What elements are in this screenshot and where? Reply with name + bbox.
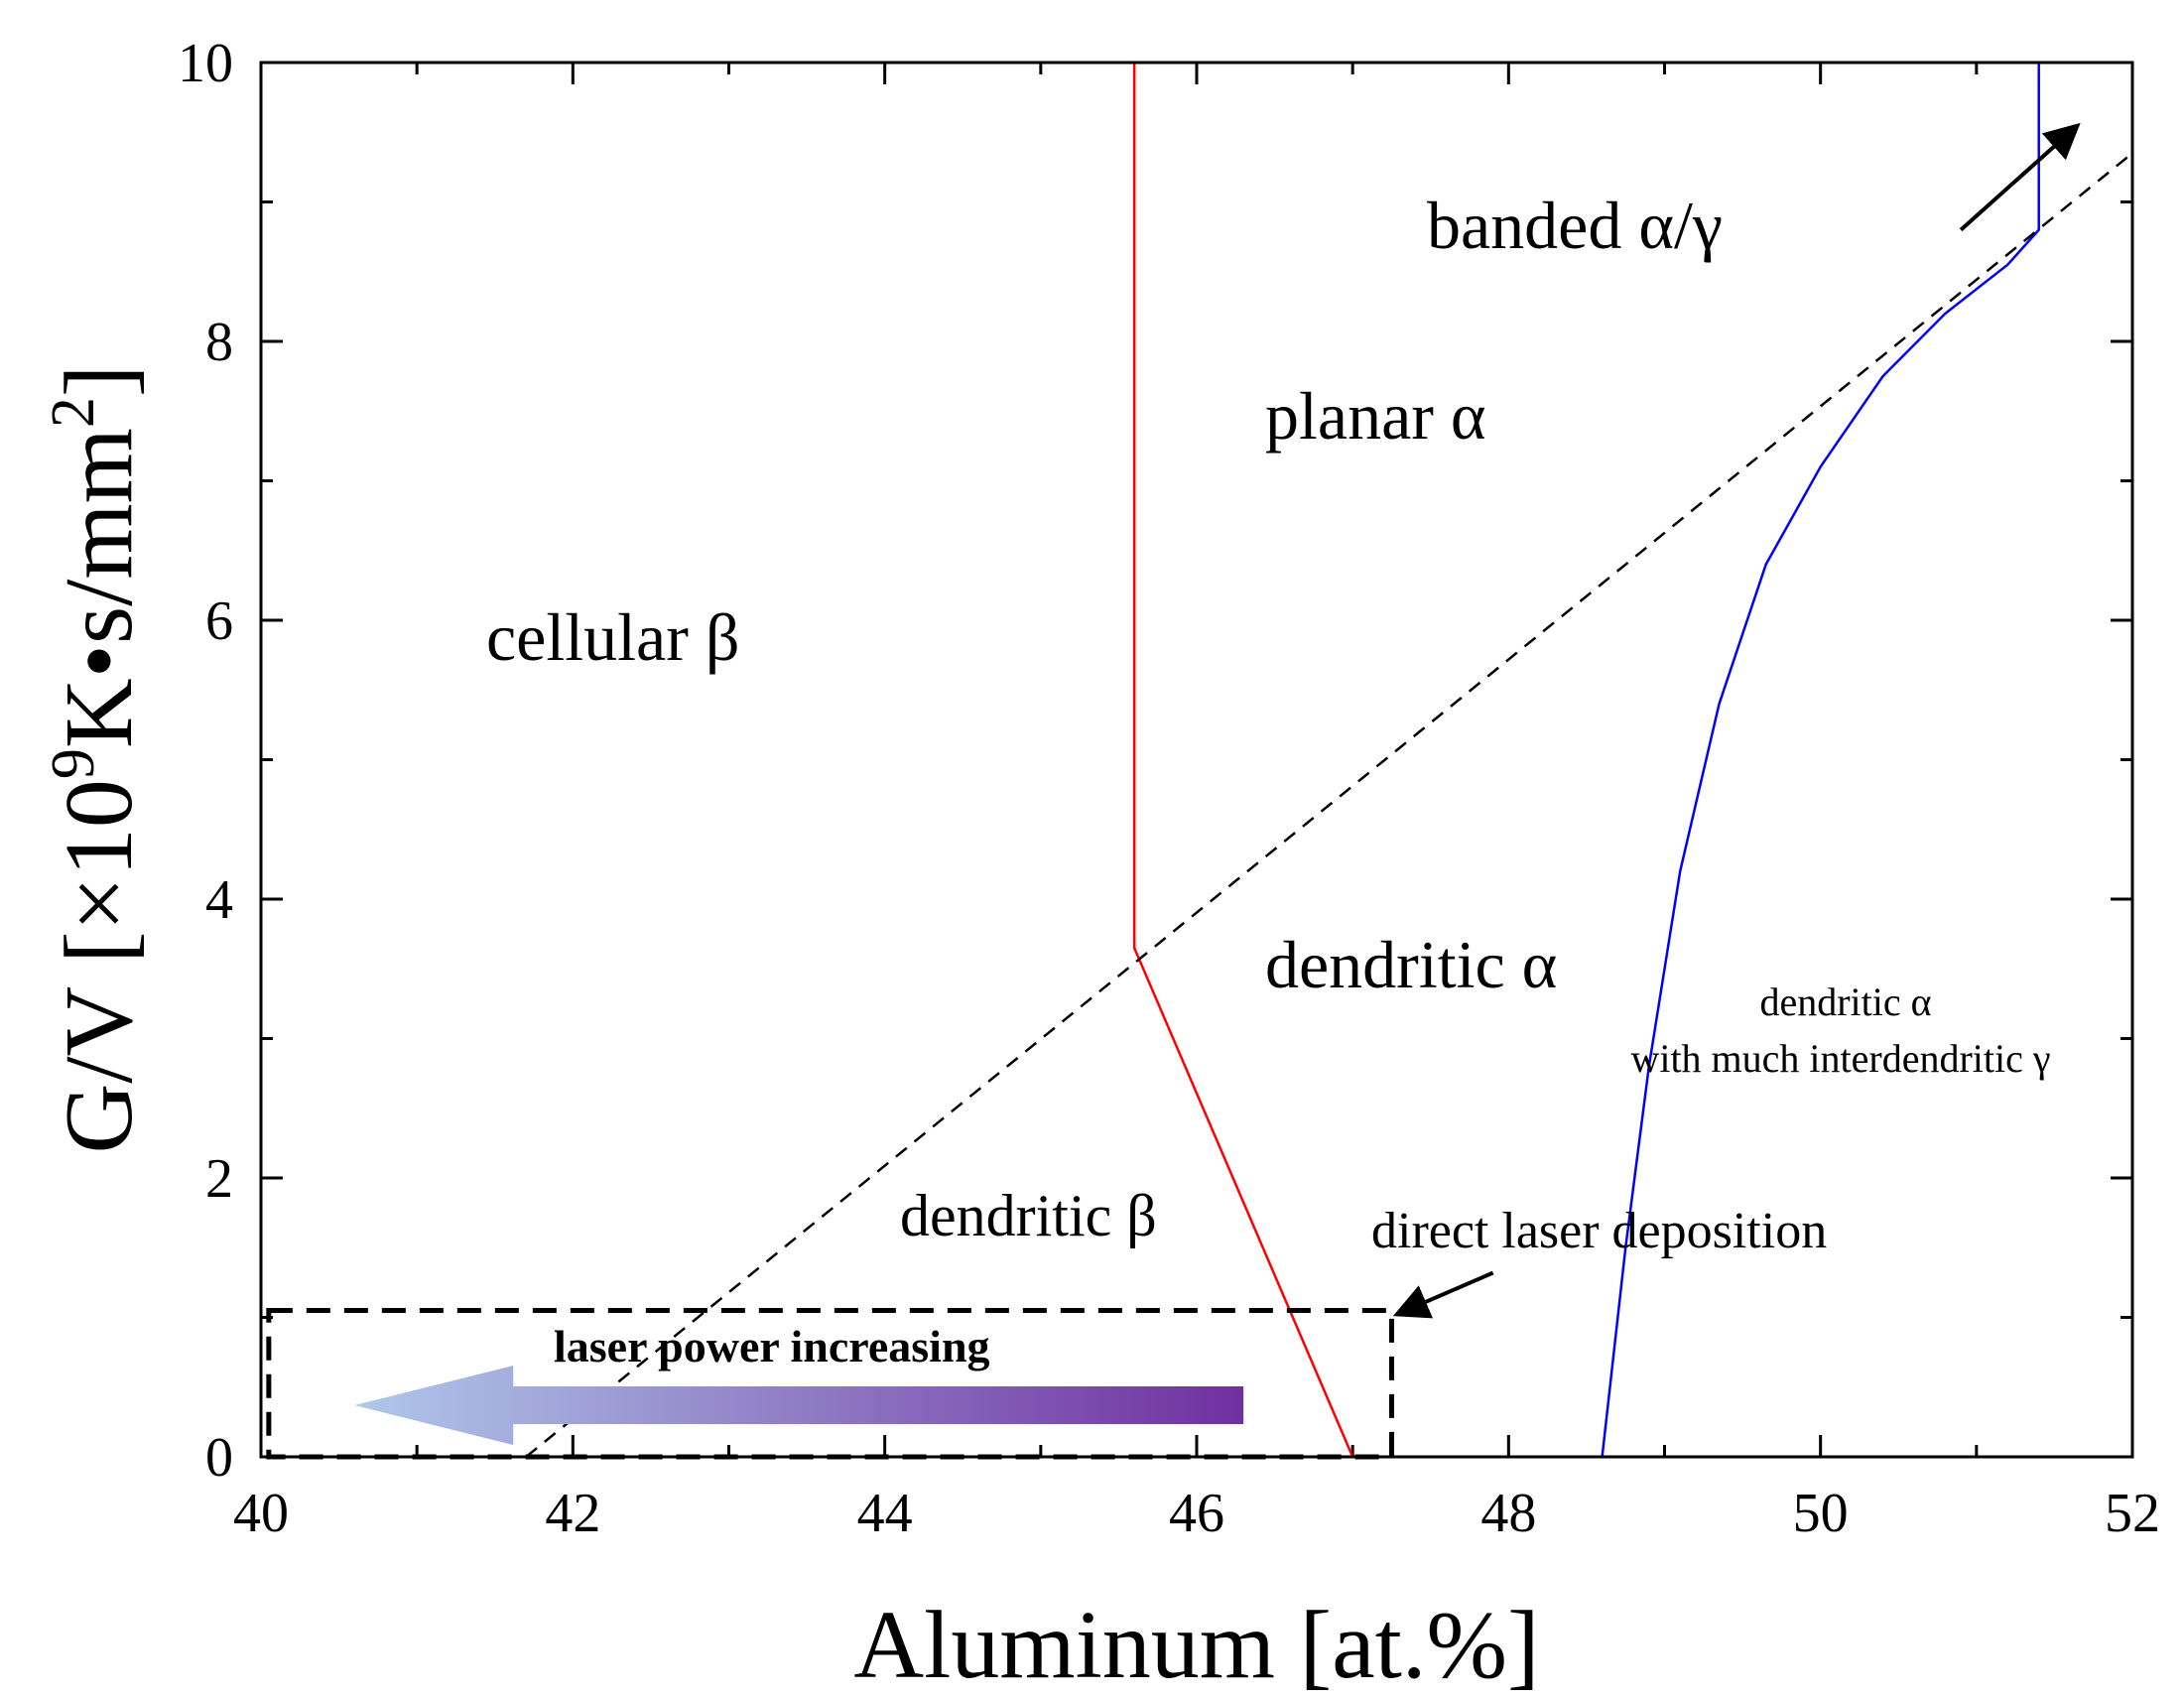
region-planar-alpha: planar α bbox=[1265, 378, 1486, 454]
region-dendritic-alpha-gamma-line1: dendritic α bbox=[1759, 979, 1931, 1024]
x-tick-label: 50 bbox=[1793, 1483, 1849, 1544]
x-tick-label: 46 bbox=[1169, 1483, 1224, 1544]
x-tick-label: 44 bbox=[857, 1483, 913, 1544]
y-tick-label: 4 bbox=[205, 869, 233, 931]
y-tick-label: 10 bbox=[178, 33, 233, 94]
x-tick-label: 52 bbox=[2105, 1483, 2160, 1544]
banded-pointer-arrow bbox=[1959, 122, 2081, 232]
laser-power-arrow bbox=[354, 1366, 1244, 1446]
y-tick-label: 0 bbox=[205, 1427, 233, 1489]
region-dendritic-beta: dendritic β bbox=[900, 1183, 1157, 1248]
x-tick-label: 42 bbox=[545, 1483, 600, 1544]
dld-pointer-arrow bbox=[1392, 1270, 1494, 1319]
y-axis-label-exp: 9 bbox=[40, 748, 107, 779]
y-tick-label: 6 bbox=[205, 590, 233, 652]
region-banded: banded α/γ bbox=[1427, 188, 1723, 263]
y-axis-label-mid: K•s/mm bbox=[46, 428, 153, 748]
y-tick-label: 8 bbox=[205, 312, 233, 373]
region-dendritic-alpha: dendritic α bbox=[1265, 927, 1557, 1002]
series-line bbox=[525, 152, 2132, 1457]
x-axis-label: Aluminum [at.%] bbox=[853, 1592, 1539, 1697]
y-tick-label: 2 bbox=[205, 1148, 233, 1210]
y-axis-label: G/V [×109K•s/mm2] bbox=[40, 365, 153, 1154]
x-tick-label: 48 bbox=[1480, 1483, 1536, 1544]
y-axis-label-exp2: 2 bbox=[40, 397, 107, 428]
laser-power-label: laser power increasing bbox=[554, 1321, 990, 1371]
series-line bbox=[1601, 63, 2040, 1457]
y-axis-label-prefix: G/V [×10 bbox=[46, 779, 153, 1153]
y-axis-label-suffix: ] bbox=[46, 365, 153, 398]
region-cellular-beta: cellular β bbox=[486, 599, 739, 675]
x-tick-label: 40 bbox=[233, 1483, 289, 1544]
series-lines bbox=[525, 63, 2132, 1457]
series-line bbox=[1132, 63, 1354, 1457]
region-dendritic-alpha-gamma-line2: with much interdendritic γ bbox=[1630, 1036, 2050, 1081]
dld-label: direct laser deposition bbox=[1371, 1203, 1827, 1259]
plot-frame bbox=[259, 61, 2134, 1459]
